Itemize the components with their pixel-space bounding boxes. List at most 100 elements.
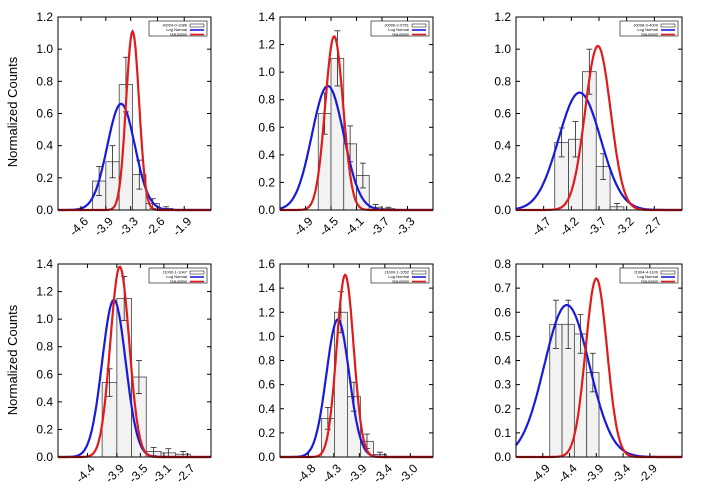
y-tick-label: 1.2 (36, 10, 53, 24)
legend-label: J1000-1-1047 (162, 270, 187, 275)
y-tick-label: 0.0 (258, 203, 275, 217)
y-tick-label: 0.4 (258, 148, 275, 162)
x-tick-label: -4.9 (528, 461, 553, 486)
x-tick-label: -2.6 (143, 214, 168, 239)
legend-swatch-histogram (411, 270, 427, 275)
y-tick-label: 0.1 (494, 426, 511, 440)
y-tick-label: 0.8 (494, 74, 511, 88)
y-tick-label: 0.8 (36, 340, 53, 354)
y-tick-label: 0.6 (494, 107, 511, 121)
x-tick-label: -2.7 (640, 214, 665, 239)
y-tick-label: 1.0 (36, 42, 53, 56)
legend-label: Gaussian (641, 32, 658, 37)
y-tick-label: 0.6 (494, 305, 511, 319)
chart-panel-3: 0.0 0.2 0.4 0.6 0.8 1.0 1.2 -4.7 -4.2 -3.7 -3.2 -2.… (494, 10, 683, 239)
legend-label: Log Normal (388, 274, 409, 279)
y-tick-label: 1.4 (258, 281, 275, 295)
x-tick-label: -1.9 (170, 214, 195, 239)
histogram-bar (333, 311, 348, 458)
y-tick-label: 0.7 (494, 281, 511, 295)
y-tick-label: 0.6 (258, 120, 275, 134)
error-bar (589, 352, 596, 393)
y-tick-label: 0.8 (258, 354, 275, 368)
legend-label: J1000-1-1052 (384, 270, 409, 275)
legend-label: Gaussian (170, 32, 187, 37)
legend-swatch-histogram (411, 23, 427, 28)
y-tick-label: 0.6 (36, 367, 53, 381)
y-tick-label: 1.4 (258, 10, 275, 24)
y-tick-label: 1.2 (36, 285, 53, 299)
legend-label: Gaussian (392, 32, 409, 37)
x-tick-label: -4.1 (342, 214, 367, 239)
x-tick-label: -3.9 (582, 461, 607, 486)
x-tick-label: -4.8 (294, 461, 319, 486)
error-bar (109, 145, 116, 179)
legend-label: J1004-4-1109 (634, 270, 659, 275)
y-tick-label: 1.0 (494, 42, 511, 56)
y-tick-label: 0.0 (36, 203, 53, 217)
panel-grid: 0.00.20.40.60.81.01.2-4.6 -3.9 -3.3 -2.6 -1.… (36, 10, 683, 486)
x-tick-label: -3.1 (150, 461, 175, 486)
y-tick-label: 0.3 (494, 378, 511, 392)
y-tick-label: 1.0 (258, 65, 275, 79)
legend-label: J0006-2-0751 (384, 23, 409, 28)
legend-label: Gaussian (392, 279, 409, 284)
y-axis-label-top: Normalized Counts (5, 56, 20, 167)
y-tick-label: 0.8 (36, 74, 53, 88)
y-tick-label: 0.2 (36, 422, 53, 436)
x-tick-label: -4.9 (291, 214, 316, 239)
legend-swatch-histogram (660, 23, 676, 28)
x-tick-label: -4.3 (319, 461, 344, 486)
y-tick-label: 0.4 (494, 139, 511, 153)
legend-swatch-histogram (660, 270, 676, 275)
x-tick-label: -3.2 (612, 214, 637, 239)
y-tick-label: 0.0 (258, 450, 275, 464)
error-bar (565, 299, 572, 349)
x-tick-label: -3.9 (102, 461, 127, 486)
y-tick-label: 0.6 (36, 107, 53, 121)
x-tick-label: -3.9 (91, 214, 116, 239)
x-tick-label: -4.4 (73, 461, 98, 486)
y-tick-label: 0.2 (258, 426, 275, 440)
chart-panel-1: 0.0 0.2 0.4 0.6 0.8 1.0 1.2 -4.6 -3.9 -3.3 -2.6 -1.… (36, 10, 212, 239)
x-tick-label: -4.6 (67, 214, 92, 239)
legend-label: J0004-0-1086 (162, 23, 187, 28)
y-tick-label: 0.6 (258, 378, 275, 392)
x-tick-label: -2.7 (173, 461, 198, 486)
y-tick-label: 1.0 (36, 312, 53, 326)
chart-panel-2: 0.0 0.2 0.4 0.6 0.8 1.0 1.2 1.4 -4.9 -4.5 -4.1 -3.7… (258, 10, 434, 239)
x-tick-label: -4.5 (317, 214, 342, 239)
chart-panel-4: 0.0 0.2 0.4 0.6 0.8 1.0 1.2 1.4 -4.4 -3.9 -3.5 -3.1… (36, 257, 212, 486)
legend-label: Log Normal (166, 274, 187, 279)
legend-label: Log Normal (637, 274, 658, 279)
error-bar (334, 30, 341, 87)
x-tick-label: -3.4 (370, 461, 395, 486)
y-tick-label: 0.4 (36, 139, 53, 153)
error-bar (359, 162, 366, 189)
x-tick-label: -3.5 (126, 461, 151, 486)
x-tick-label: -3.7 (585, 214, 610, 239)
error-bar (135, 360, 142, 394)
legend-label: Log Normal (166, 27, 187, 32)
y-tick-label: 1.6 (258, 257, 275, 271)
y-tick-label: 1.2 (258, 38, 275, 52)
y-tick-label: 0.8 (494, 257, 511, 271)
y-tick-label: 0.4 (36, 395, 53, 409)
legend-swatch-histogram (189, 270, 205, 275)
legend-label: Gaussian (170, 279, 187, 284)
plot-frame (57, 263, 212, 458)
y-tick-label: 0.2 (494, 402, 511, 416)
x-tick-label: -3.7 (368, 214, 393, 239)
chart-panel-5: 0.00.20.40.60.81.01.21.41.6-4.8 -4.3 -3.9-… (258, 257, 434, 486)
y-tick-label: 0.2 (258, 175, 275, 189)
y-tick-label: 0.2 (494, 171, 511, 185)
x-tick-label: -4.7 (529, 214, 554, 239)
histogram-bar (116, 298, 132, 458)
y-tick-label: 0.0 (36, 450, 53, 464)
x-tick-label: -4.4 (555, 461, 580, 486)
legend-swatch-histogram (189, 23, 205, 28)
